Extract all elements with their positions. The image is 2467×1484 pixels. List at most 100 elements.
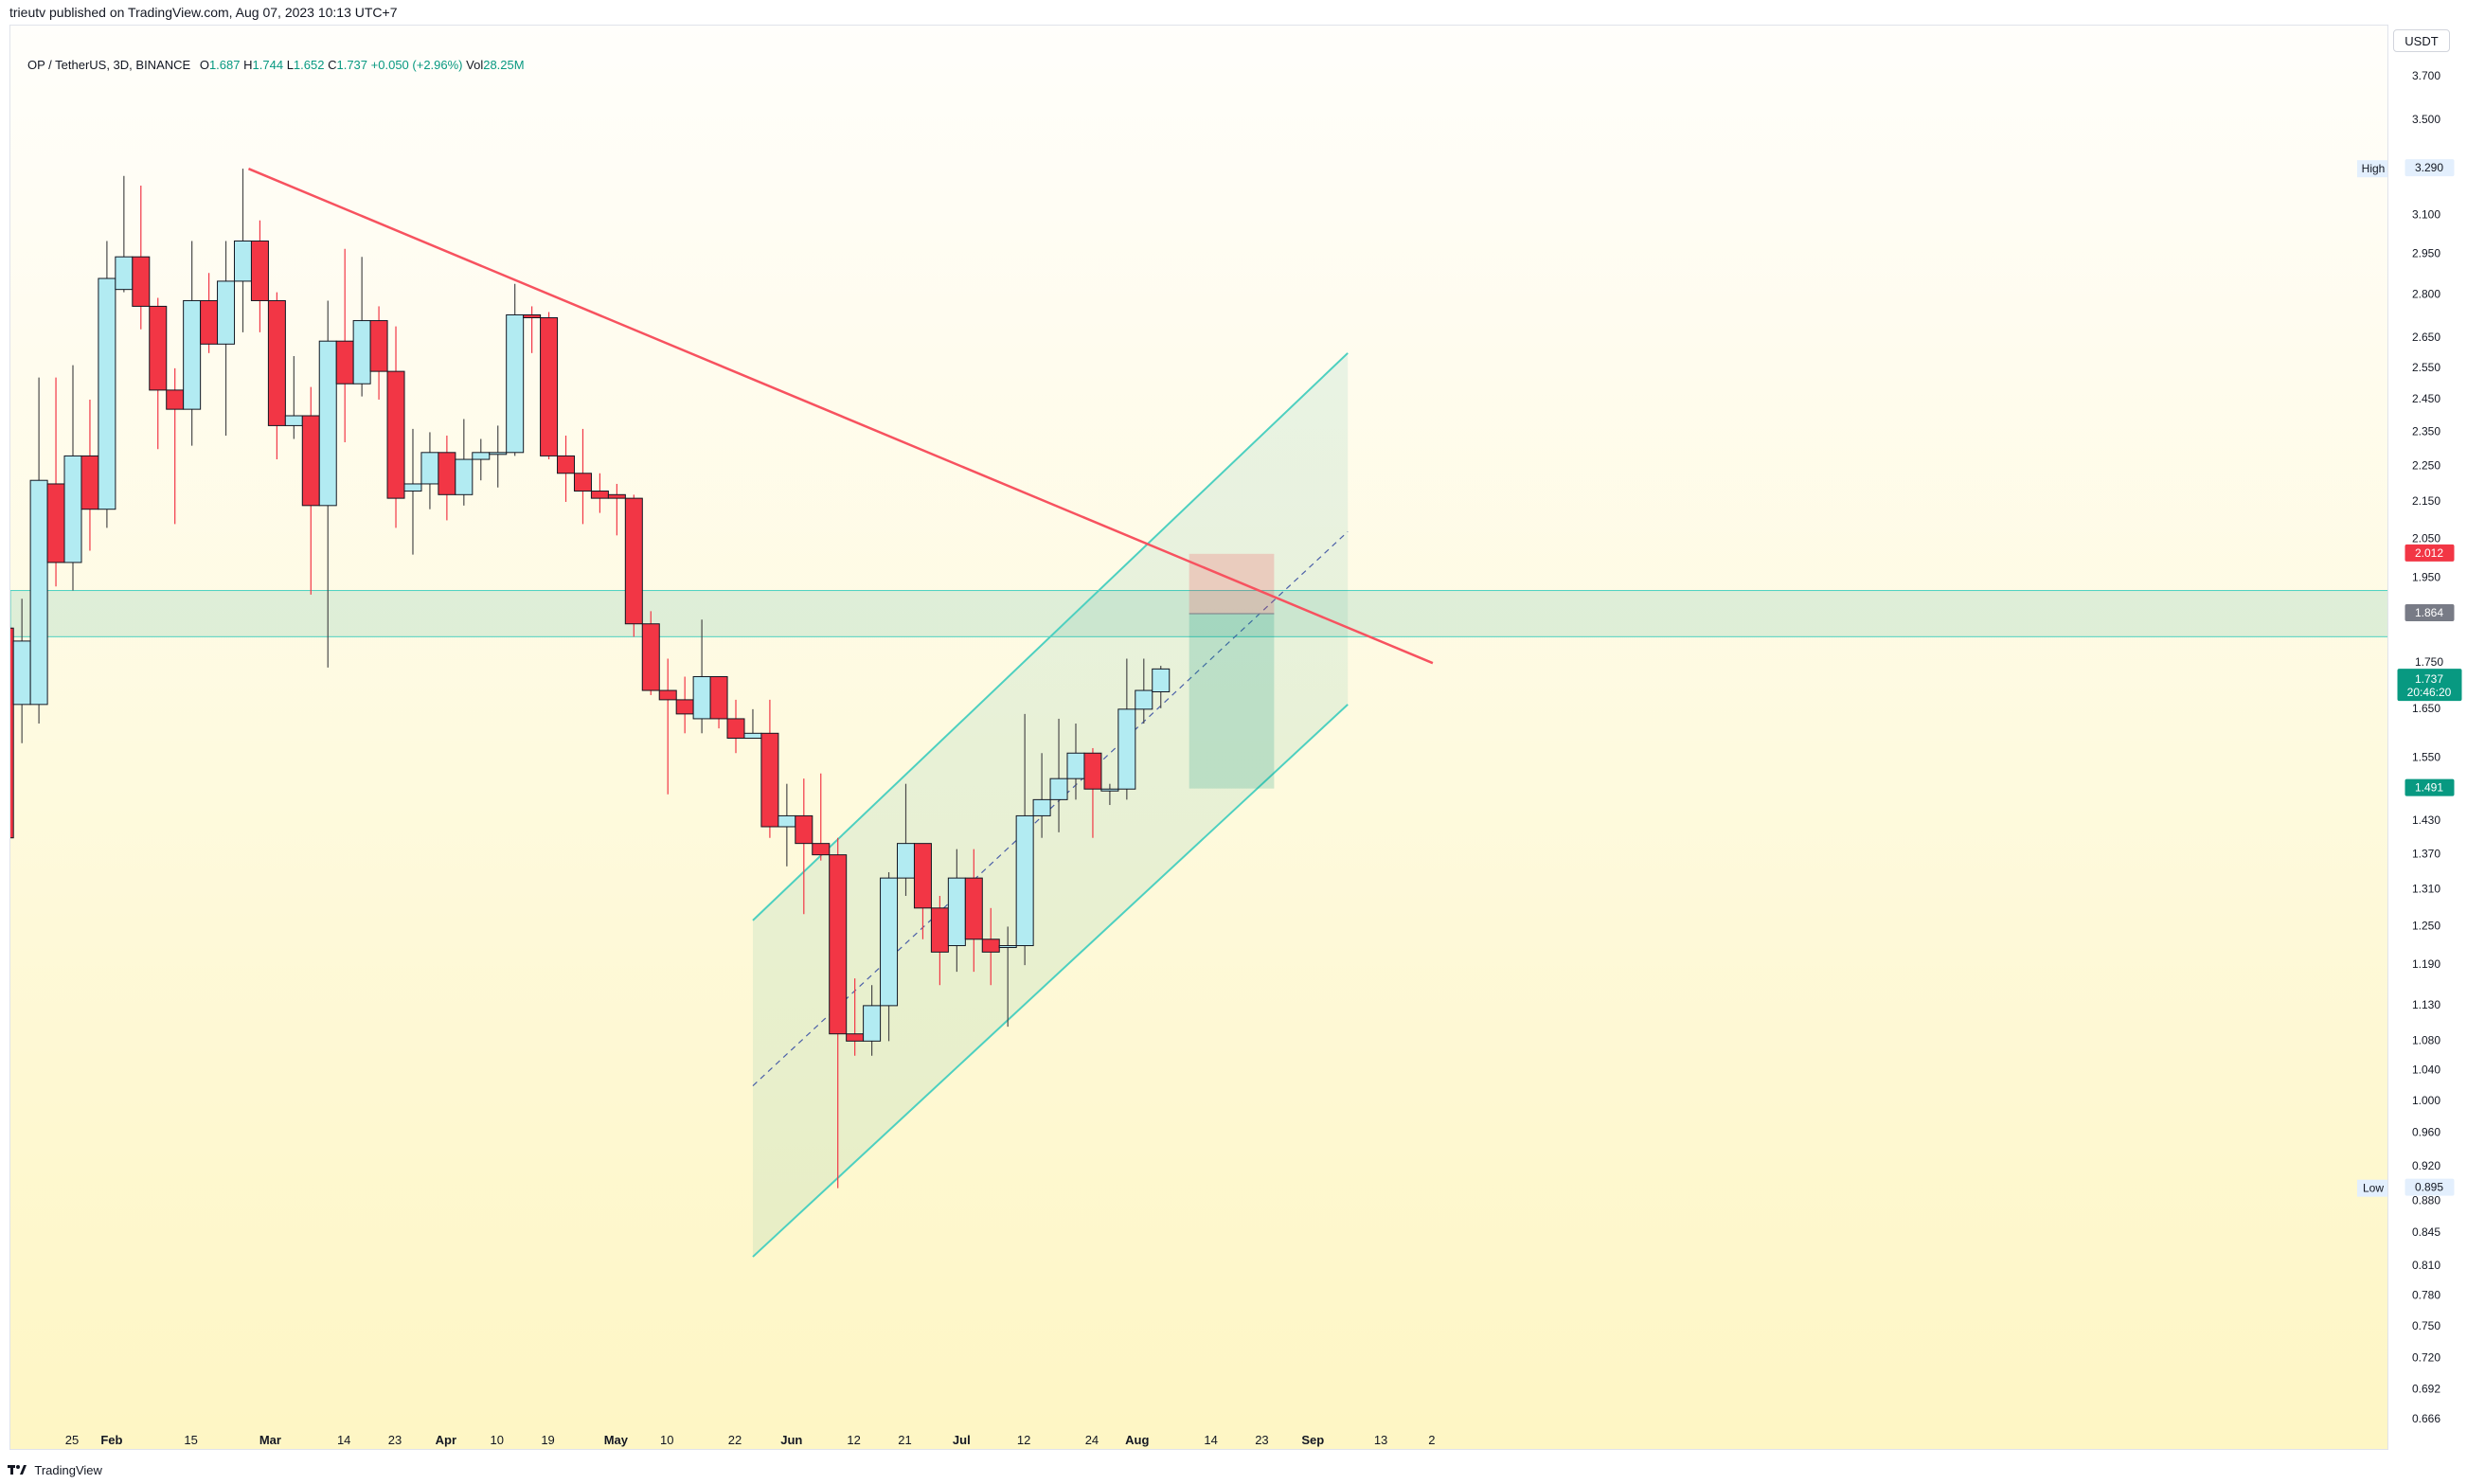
candle[interactable]: [318, 300, 337, 668]
candle[interactable]: [46, 377, 65, 587]
channel-upper-line[interactable]: [752, 352, 1349, 921]
price-axis[interactable]: 3.290 0.895 1.750 2.012 1.864 1.491 1.73720:46…: [2388, 25, 2467, 1450]
chart-area[interactable]: High Low OP / TetherUS, 3D, BINANCE O1.68…: [9, 25, 2388, 1450]
position-target-zone[interactable]: [1189, 614, 1275, 789]
candle[interactable]: [795, 778, 813, 915]
descending-trendline[interactable]: [247, 168, 1434, 665]
candle[interactable]: [726, 699, 745, 754]
candle[interactable]: [10, 603, 14, 849]
candle[interactable]: [573, 428, 592, 525]
candle[interactable]: [880, 871, 899, 1042]
candle-body: [998, 945, 1017, 949]
candle-body: [1049, 778, 1068, 800]
current-price-tag-sub: 20:46:20: [2407, 686, 2452, 699]
candle[interactable]: [29, 377, 48, 724]
candle-body: [489, 452, 508, 456]
candle[interactable]: [80, 399, 99, 551]
candle-body: [29, 479, 48, 706]
candle[interactable]: [557, 435, 576, 502]
candle[interactable]: [1100, 783, 1119, 806]
candle[interactable]: [829, 837, 848, 1189]
price-tick-label: 0.750: [2412, 1319, 2440, 1332]
footer-brand: TradingView: [34, 1463, 102, 1477]
candle[interactable]: [217, 241, 236, 436]
price-tick-label: 0.920: [2412, 1159, 2440, 1172]
candle[interactable]: [1015, 713, 1034, 966]
position-stop-zone[interactable]: [1189, 553, 1275, 615]
candle[interactable]: [998, 926, 1017, 1028]
candle[interactable]: [1152, 666, 1171, 708]
candle[interactable]: [132, 185, 151, 330]
candle[interactable]: [403, 428, 422, 555]
candle[interactable]: [489, 425, 508, 488]
candle[interactable]: [149, 297, 168, 450]
candle[interactable]: [658, 658, 677, 795]
candle[interactable]: [913, 843, 932, 939]
price-tick-label: 1.950: [2412, 571, 2440, 584]
partial-tick-tag-box: [2405, 655, 2454, 670]
candle-body: [846, 1033, 865, 1042]
candle[interactable]: [267, 292, 286, 460]
candle[interactable]: [1032, 753, 1051, 838]
time-axis[interactable]: 25 Feb 15 Mar 14 23 Apr 10 19 May 10 22 Jun 12 21 Jul 12…: [9, 1429, 2388, 1450]
candle[interactable]: [964, 849, 983, 973]
time-tick-label: 10: [490, 1433, 503, 1447]
time-tick-label: 10: [660, 1433, 673, 1447]
low-label: L: [286, 58, 294, 72]
candle[interactable]: [455, 419, 474, 506]
high-price-tag-text: 3.290: [2415, 161, 2443, 174]
candle-body: [812, 843, 831, 856]
time-tick-label: Aug: [1125, 1433, 1149, 1447]
candle[interactable]: [438, 435, 456, 521]
candle[interactable]: [335, 248, 354, 443]
candle-body: [166, 389, 185, 410]
candle[interactable]: [386, 326, 405, 528]
partial-tick-tag: 1.750: [2405, 655, 2454, 670]
price-tick-label: 0.692: [2412, 1382, 2440, 1395]
time-tick-label: Apr: [436, 1433, 456, 1447]
candle[interactable]: [607, 483, 626, 536]
candle[interactable]: [540, 312, 559, 460]
high-price-tag: 3.290: [2404, 159, 2455, 177]
candle[interactable]: [63, 365, 82, 591]
chart-svg[interactable]: High Low: [10, 26, 2388, 1450]
candle[interactable]: [420, 432, 439, 510]
candle[interactable]: [352, 257, 371, 397]
candle[interactable]: [641, 611, 660, 695]
candle[interactable]: [523, 306, 542, 353]
candle[interactable]: [472, 438, 491, 481]
candle[interactable]: [166, 367, 185, 525]
stop-price-tag: 2.012: [2404, 544, 2455, 562]
candle-body: [760, 732, 779, 828]
time-tick-label: 12: [847, 1433, 860, 1447]
candle-body: [46, 483, 65, 563]
candle[interactable]: [760, 699, 779, 838]
entry-price-tag-text: 1.864: [2415, 606, 2443, 619]
candle[interactable]: [947, 849, 966, 973]
candle[interactable]: [369, 306, 388, 400]
candle[interactable]: [12, 599, 31, 743]
candle[interactable]: [709, 675, 728, 729]
candle[interactable]: [624, 494, 643, 637]
candle[interactable]: [506, 283, 525, 456]
candle[interactable]: [863, 985, 882, 1056]
candle[interactable]: [183, 241, 202, 446]
candle-body: [641, 623, 660, 691]
candle[interactable]: [812, 773, 831, 861]
currency-button[interactable]: USDT: [2393, 29, 2450, 52]
channel-lower-line[interactable]: [752, 704, 1349, 1258]
candle[interactable]: [233, 169, 252, 332]
candle-body: [149, 305, 168, 391]
candle[interactable]: [250, 220, 269, 332]
candle[interactable]: [1083, 747, 1102, 838]
time-tick-label: Jul: [953, 1433, 971, 1447]
candle[interactable]: [1117, 658, 1136, 800]
candle-body: [590, 491, 609, 499]
price-tick-label: 3.500: [2412, 113, 2440, 126]
candle[interactable]: [98, 241, 116, 528]
candle[interactable]: [1135, 658, 1153, 724]
price-tick-label: 2.150: [2412, 494, 2440, 508]
candle[interactable]: [1049, 718, 1068, 832]
time-tick-label: 14: [1204, 1433, 1217, 1447]
